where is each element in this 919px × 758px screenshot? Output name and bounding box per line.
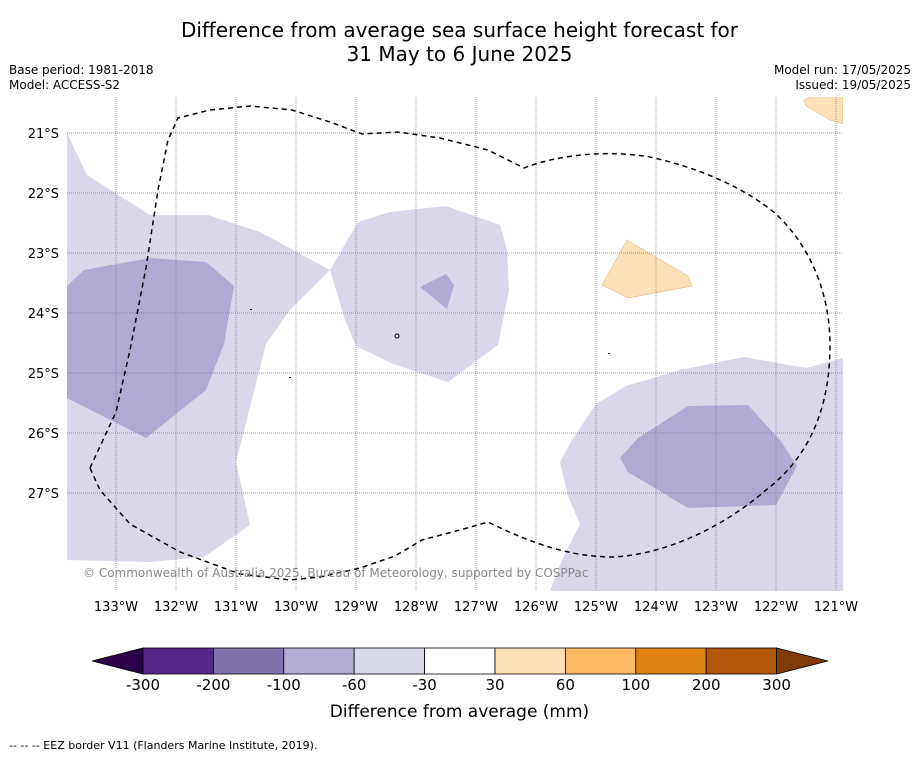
meta-right: Model run: 17/05/2025 Issued: 19/05/2025 (774, 63, 911, 93)
lat-tick-label: 24°S (28, 307, 59, 322)
lon-tick-label: 122°W (754, 600, 798, 615)
lon-tick-label: 130°W (274, 600, 318, 615)
anomaly-band-orange-northeast (803, 97, 843, 125)
colorbar-segment (705, 647, 778, 675)
colorbar-arrow-high (776, 647, 829, 675)
longitude-gridlines (115, 97, 837, 591)
lon-tick-label: 127°W (454, 600, 498, 615)
eez-footnote: -- -- -- EEZ border V11 (Flanders Marine… (9, 739, 318, 752)
colorbar-tick: -200 (196, 676, 231, 694)
base-period: Base period: 1981-2018 (9, 63, 154, 77)
colorbar-segment (494, 647, 566, 675)
lon-tick-label: 125°W (574, 600, 618, 615)
issued-date: Issued: 19/05/2025 (795, 78, 911, 92)
copyright-notice: © Commonwealth of Australia 2025, Bureau… (83, 566, 588, 580)
lon-tick-label: 132°W (154, 600, 198, 615)
map-title: Difference from average sea surface heig… (0, 18, 919, 66)
model-run: Model run: 17/05/2025 (773, 63, 911, 77)
lon-tick-label: 131°W (214, 600, 258, 615)
small-contour-speck (394, 333, 400, 339)
anomaly-band-medium-central (420, 274, 454, 309)
lat-tick-label: 25°S (28, 367, 59, 382)
colorbar-tick: 200 (691, 676, 721, 694)
small-contour-speck (250, 309, 252, 310)
colorbar-label: Difference from average (mm) (329, 702, 590, 722)
lon-tick-label: 123°W (694, 600, 738, 615)
lon-tick-label: 124°W (634, 600, 678, 615)
anomaly-band-orange-central (601, 239, 693, 299)
colorbar-tick: -300 (125, 676, 161, 694)
colorbar-tick: 300 (762, 676, 791, 694)
lon-tick-label: 129°W (334, 600, 378, 615)
lon-tick-label: 128°W (394, 600, 438, 615)
lon-tick-label: 126°W (514, 600, 558, 615)
colorbar-segment (565, 647, 637, 675)
colorbar-segment (635, 647, 707, 675)
lat-tick-label: 26°S (28, 427, 59, 442)
colorbar-segment (212, 647, 285, 675)
lat-tick-label: 23°S (28, 247, 59, 262)
colorbar-segment (424, 647, 496, 675)
lat-tick-label: 22°S (28, 187, 59, 202)
colorbar-tick: -60 (341, 676, 367, 694)
lat-tick-label: 21°S (28, 127, 59, 142)
colorbar-segment (142, 647, 214, 675)
small-contour-speck (289, 377, 291, 378)
colorbar-segment (283, 647, 355, 675)
longitude-labels: 133°W 132°W 131°W 130°W 129°W 128°W 127°W 126°W… (94, 600, 858, 615)
anomaly-band-light-central (330, 206, 509, 382)
colorbar-tick: 60 (555, 676, 575, 694)
colorbar (91, 647, 829, 675)
model-name: Model: ACCESS-S2 (9, 78, 121, 92)
colorbar-segment (353, 647, 426, 675)
meta-left: Base period: 1981-2018 Model: ACCESS-S2 (9, 63, 154, 93)
colorbar-tick: -100 (266, 676, 301, 694)
colorbar-tick: -30 (412, 676, 437, 694)
title-line-1: Difference from average sea surface heig… (180, 18, 739, 42)
latitude-gridlines (67, 132, 843, 494)
colorbar-tick: 100 (621, 676, 651, 694)
lon-tick-label: 121°W (814, 600, 858, 615)
lat-tick-label: 27°S (28, 487, 59, 502)
anomaly-band-medium-east (620, 405, 797, 508)
lon-tick-label: 133°W (94, 600, 138, 615)
colorbar-tick: 30 (485, 676, 505, 694)
small-contour-speck (608, 353, 610, 354)
map-area (67, 97, 843, 591)
colorbar-arrow-low (91, 647, 144, 675)
anomaly-band-medium-west (67, 258, 234, 438)
title-line-2: 31 May to 6 June 2025 (346, 42, 573, 66)
latitude-labels: 21°S 22°S 23°S 24°S 25°S 26°S 27°S (28, 127, 59, 502)
